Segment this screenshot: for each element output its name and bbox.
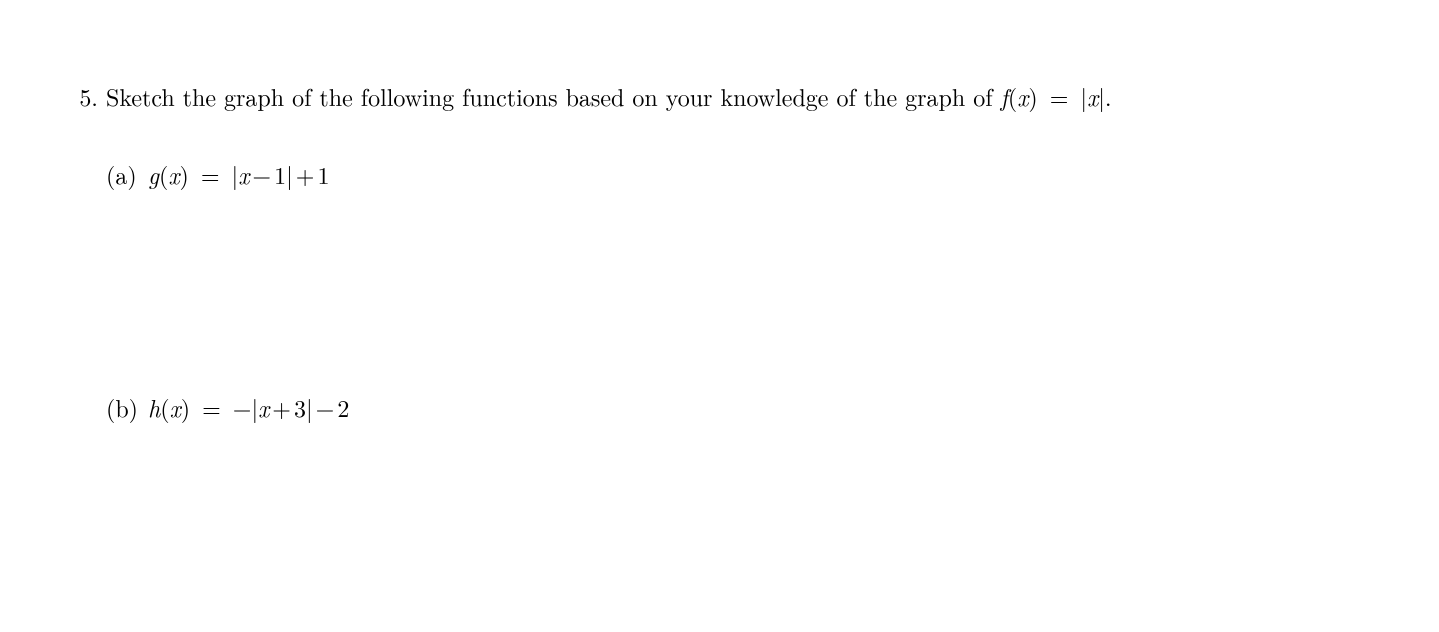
g-c1: 1 [274,157,286,191]
h-c1: 3 [294,390,306,424]
g-arg: x [168,157,179,191]
part-b-body: h(x) = −|x+3|−2 [148,391,1389,423]
part-b-label: (b) [106,391,148,423]
part-a-label: (a) [106,158,148,190]
h-neg: − [233,390,252,424]
h-arg: x [170,390,181,424]
prompt-text: Sketch the graph of the following functi… [106,79,1001,113]
h-c2: 2 [337,390,349,424]
part-b: (b) h(x) = −|x+3|−2 [106,391,1389,423]
problem-number: 5. [50,80,106,112]
g-abs-close: | [286,157,293,191]
h-name: h [148,390,160,424]
base-function: f(x) = |x| [1001,79,1105,113]
g-plus: + [293,157,318,191]
part-a: (a) g(x) = |x−1|+1 [106,158,1389,190]
h-plus1: + [269,390,294,424]
g-c2: 1 [317,157,329,191]
h-var: x [258,390,269,424]
problem-5: 5. Sketch the graph of the following fun… [0,80,1439,423]
part-a-body: g(x) = |x−1|+1 [148,158,1389,190]
fn-arg-x: x [1017,79,1028,113]
abs-close: | [1098,79,1105,113]
h-abs-close: | [306,390,313,424]
problem-body: Sketch the graph of the following functi… [106,80,1389,423]
h-minus2: − [313,390,338,424]
subparts: (a) g(x) = |x−1|+1 (b) h(x) = −|x+3|−2 [106,158,1389,423]
g-var: x [238,157,249,191]
prompt-post: . [1105,79,1112,113]
g-minus1: − [249,157,274,191]
page: 5. Sketch the graph of the following fun… [0,0,1439,632]
g-name: g [148,157,159,191]
fn-f: f [1001,79,1008,113]
abs-x: x [1087,79,1098,113]
